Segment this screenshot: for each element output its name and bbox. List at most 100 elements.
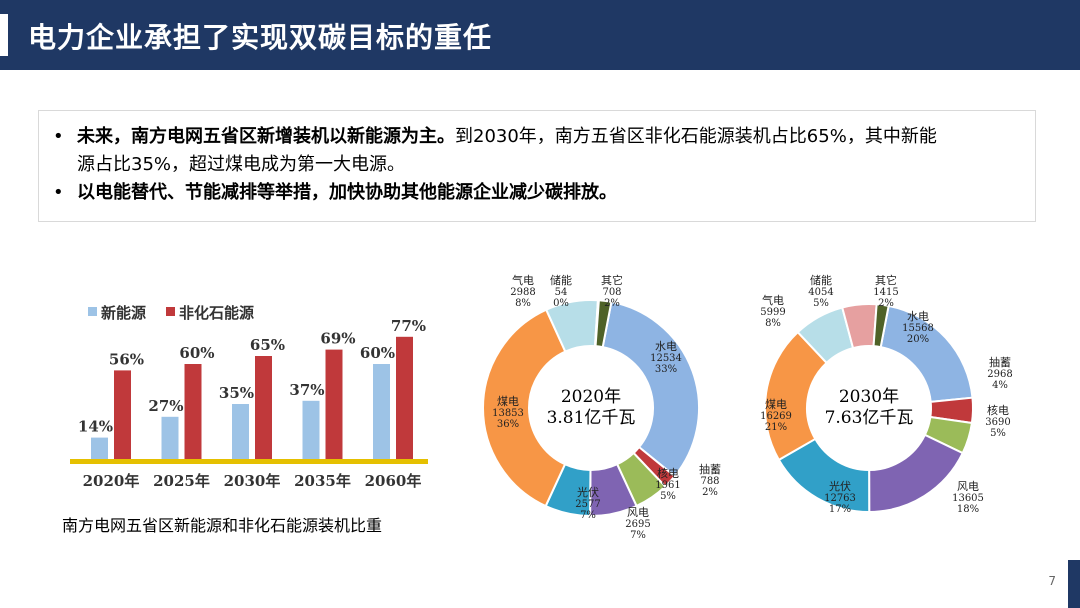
slice-8 xyxy=(594,299,613,349)
legend-non-fossil: 非化石能源 xyxy=(166,302,254,323)
summary-box: • 未来，南方电网五省区新增装机以新能源为主。到2030年，南方五省区非化石能源… xyxy=(38,110,1036,222)
slice-pct-6: 8% xyxy=(765,318,781,329)
bullet-1-rest: 到2030年，南方五省区非化石能源装机占比65%，其中新能 xyxy=(455,126,937,147)
bar-label-new-energy-1: 27% xyxy=(148,397,183,415)
slice-pct-8: 2% xyxy=(604,298,620,309)
slice-value-5: 13853 xyxy=(492,408,524,419)
slice-name-7: 储能 xyxy=(550,273,572,287)
bar-new-energy-2 xyxy=(232,404,249,460)
bullet-dot-2: • xyxy=(53,182,64,203)
page-title: 电力企业承担了实现双碳目标的重任 xyxy=(28,21,493,54)
slice-name-6: 气电 xyxy=(762,293,784,307)
slice-pct-7: 5% xyxy=(813,298,829,309)
slice-pct-0: 33% xyxy=(655,364,677,375)
slice-name-0: 水电 xyxy=(907,310,929,323)
slice-pct-2: 5% xyxy=(990,428,1006,439)
slice-pct-3: 7% xyxy=(630,530,646,541)
legend-new-energy: 新能源 xyxy=(88,302,146,323)
donut-center-year: 2030年 xyxy=(839,387,899,407)
bar-chart: 14% 56% 2020年 27% 60% 2025年 35% 65% 2030年 37% 69% 2… xyxy=(70,320,428,490)
slice-value-8: 1415 xyxy=(873,287,898,298)
slice-name-1: 抽蓄 xyxy=(699,462,721,476)
slice-value-2: 1961 xyxy=(655,480,680,491)
donut-chart-2030: 水电1556820%抽蓄29684%核电36905%风电1360518%光伏12… xyxy=(760,273,1013,515)
slice-name-2: 核电 xyxy=(987,403,1009,417)
slice-5 xyxy=(482,308,567,508)
slice-name-7: 储能 xyxy=(810,273,832,287)
bullet-dot-1: • xyxy=(53,126,64,147)
bar-non-fossil-1 xyxy=(184,364,202,460)
bar-non-fossil-3 xyxy=(325,349,343,460)
slice-value-3: 2695 xyxy=(625,519,650,530)
slice-pct-3: 18% xyxy=(957,504,979,515)
corner-accent xyxy=(1068,560,1080,608)
x-axis-baseline xyxy=(70,459,428,464)
slice-value-7: 54 xyxy=(555,287,568,298)
slice-name-8: 其它 xyxy=(875,273,897,287)
bar-label-non-fossil-2: 65% xyxy=(250,336,285,354)
donut-center-total: 3.81亿千瓦 xyxy=(547,408,636,428)
slice-name-1: 抽蓄 xyxy=(989,355,1011,369)
slice-value-6: 2988 xyxy=(510,287,535,298)
slice-name-5: 煤电 xyxy=(765,398,787,411)
bar-new-energy-1 xyxy=(161,416,179,460)
slice-pct-4: 7% xyxy=(580,510,596,521)
slice-value-1: 788 xyxy=(700,476,719,487)
x-tick-label-1: 2025年 xyxy=(153,472,210,490)
bar-non-fossil-4 xyxy=(396,336,413,460)
legend-label-new-energy: 新能源 xyxy=(101,304,147,322)
page-number: 7 xyxy=(1048,574,1056,588)
legend-label-non-fossil: 非化石能源 xyxy=(179,304,255,322)
bar-label-non-fossil-4: 77% xyxy=(391,320,426,335)
bullet-line-3: 以电能替代、节能减排等举措，加快协助其他能源企业减少碳排放。 xyxy=(77,182,617,203)
slice-8 xyxy=(872,303,890,349)
slice-pct-1: 2% xyxy=(702,487,718,498)
slice-value-0: 15568 xyxy=(902,323,934,334)
bar-new-energy-3 xyxy=(302,400,320,460)
slice-value-0: 12534 xyxy=(650,353,682,364)
slice-pct-2: 5% xyxy=(660,491,676,502)
bar-new-energy-4 xyxy=(373,364,390,460)
x-tick-label-3: 2035年 xyxy=(294,472,351,490)
slice-pct-5: 21% xyxy=(765,422,787,433)
slice-name-6: 气电 xyxy=(512,273,534,287)
slice-pct-6: 8% xyxy=(515,298,531,309)
slice-name-2: 核电 xyxy=(657,466,679,480)
bar-label-new-energy-4: 60% xyxy=(360,344,395,362)
slice-name-8: 其它 xyxy=(601,273,623,287)
x-tick-label-2: 2030年 xyxy=(224,472,281,490)
bar-label-non-fossil-1: 60% xyxy=(179,344,214,362)
slice-value-2: 3690 xyxy=(985,417,1010,428)
donut-chart-2020: 水电1253433%抽蓄7882%核电19615%风电26957%光伏25777… xyxy=(482,273,721,541)
x-tick-label-0: 2020年 xyxy=(83,472,140,490)
slice-value-7: 4054 xyxy=(808,287,833,298)
bullet-1-bold: 未来，南方电网五省区新增装机以新能源为主。 xyxy=(77,126,455,147)
slice-name-4: 光伏 xyxy=(577,485,599,499)
slice-pct-5: 36% xyxy=(497,419,519,430)
slice-pct-8: 2% xyxy=(878,298,894,309)
donut-center-year: 2020年 xyxy=(561,387,621,407)
slice-pct-7: 0% xyxy=(553,298,569,309)
slice-value-3: 13605 xyxy=(952,493,984,504)
bullet-line-1: 未来，南方电网五省区新增装机以新能源为主。到2030年，南方五省区非化石能源装机… xyxy=(77,123,937,151)
slice-value-8: 708 xyxy=(602,287,621,298)
bar-label-non-fossil-0: 56% xyxy=(109,350,144,368)
slice-name-3: 风电 xyxy=(957,480,979,493)
slice-3 xyxy=(868,433,965,514)
bullet-line-2: 源占比35%，超过煤电成为第一大电源。 xyxy=(77,154,406,175)
slice-name-4: 光伏 xyxy=(829,479,851,493)
